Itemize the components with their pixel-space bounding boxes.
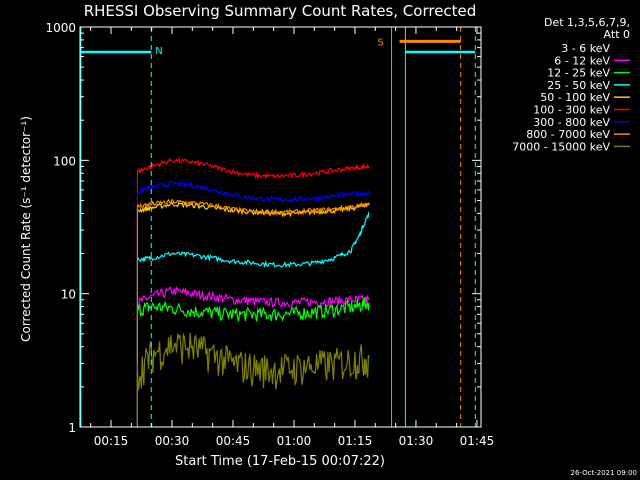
chart-title: RHESSI Observing Summary Count Rates, Co… <box>84 2 477 20</box>
plot-area: N S 00:15 00:30 00:45 01:00 01:15 01:30 01:45 1 10… <box>45 21 494 448</box>
saa-label: S <box>378 37 384 48</box>
y-tick-label: 100 <box>53 154 76 168</box>
x-tick-label: 01:45 <box>460 434 495 448</box>
legend-entry-label: 25 - 50 keV <box>547 79 610 92</box>
legend-entry-label: 7000 - 15000 keV <box>512 140 610 153</box>
night-label: N <box>155 46 162 57</box>
x-tick-label: 00:30 <box>155 434 190 448</box>
x-tick-label: 01:15 <box>338 434 373 448</box>
legend-entry-label: 100 - 300 keV <box>533 104 610 117</box>
plot-frame <box>79 26 482 428</box>
series-line <box>136 297 370 323</box>
y-tick-label: 1000 <box>45 21 76 35</box>
legend-entry-label: 3 - 6 keV <box>561 42 610 55</box>
x-axis-label: Start Time (17-Feb-15 00:07:22) <box>175 454 385 469</box>
legend-entry-label: 800 - 7000 keV <box>526 128 610 141</box>
series-line <box>136 318 370 427</box>
y-tick-label: 1 <box>68 421 76 435</box>
y-axis-label: Corrected Count Rate (s⁻¹ detector⁻¹) <box>19 116 33 342</box>
x-tick-label: 01:30 <box>399 434 434 448</box>
x-tick-label: 00:45 <box>216 434 251 448</box>
series-line <box>136 156 370 180</box>
series-line <box>136 211 370 269</box>
x-tick-label: 01:00 <box>277 434 312 448</box>
footer-date: 26-Oct-2021 09:00 <box>571 469 637 477</box>
legend-header-line: Det 1,3,5,6,7,9, <box>544 16 630 29</box>
series-line <box>136 286 370 309</box>
legend-entry-label: 6 - 12 keV <box>554 54 610 67</box>
legend-entry-label: 300 - 800 keV <box>533 116 610 129</box>
legend-header-line: Att 0 <box>604 28 630 41</box>
series-line <box>136 201 370 218</box>
legend-entry-label: 12 - 25 keV <box>547 67 610 80</box>
series-line <box>136 332 370 391</box>
series-line <box>137 180 370 203</box>
x-tick-label: 00:15 <box>94 434 129 448</box>
y-tick-label: 10 <box>61 288 76 302</box>
legend-entry-label: 50 - 100 keV <box>540 91 610 104</box>
series-line <box>137 198 370 217</box>
